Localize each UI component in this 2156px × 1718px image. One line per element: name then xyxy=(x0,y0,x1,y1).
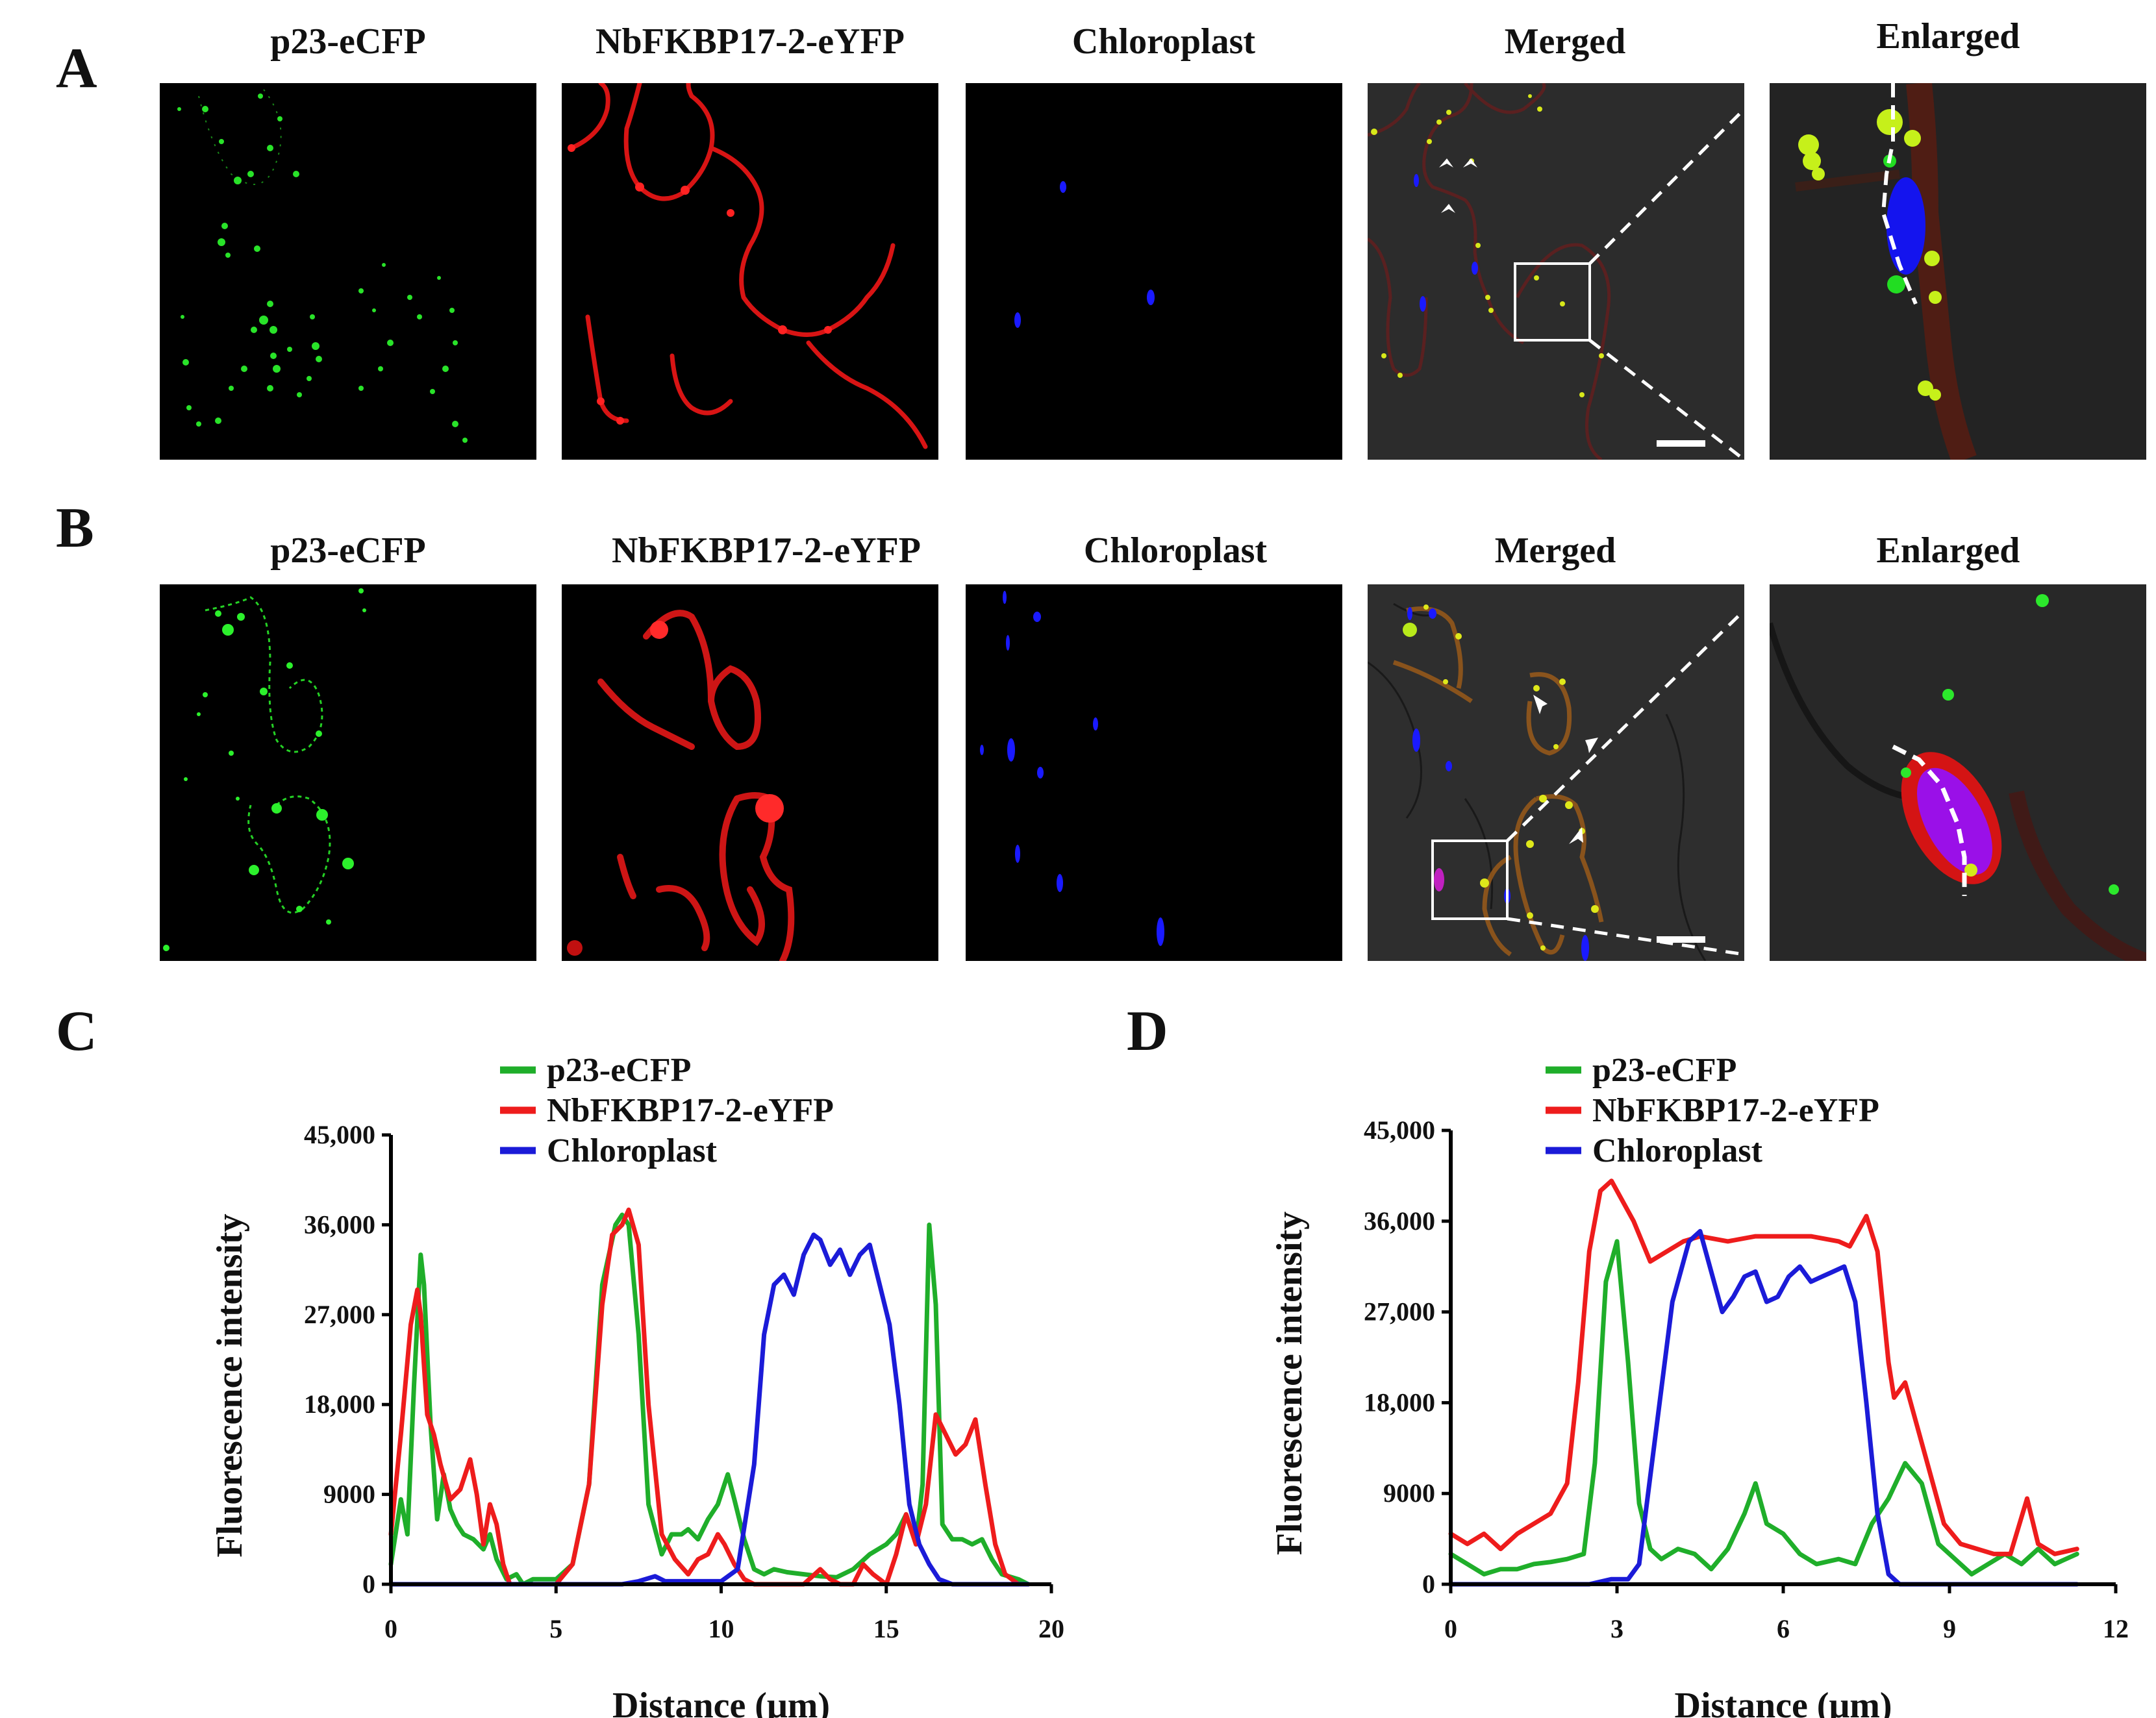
series-line-p23-ecfp xyxy=(1448,1239,2079,1576)
row-b-title-nbfkbp: NbFKBP17-2-eYFP xyxy=(612,530,921,571)
chart-d: 0 9000 18,000 27,000 36,000 45,000 0 3 6 9 12 Dista… xyxy=(1104,1013,2156,1718)
row-a-enlarged-image xyxy=(1770,83,2146,460)
y-tick-label: 0 xyxy=(362,1569,375,1599)
enlarged-image xyxy=(1770,584,2146,961)
row-b-enlarged-image xyxy=(1770,584,2146,961)
row-a-nbfkbp-eyfp-image xyxy=(562,83,938,460)
x-tick-label: 5 xyxy=(549,1614,562,1643)
y-axis-title: Fluorescence intensity xyxy=(210,1214,250,1557)
line-profile-path xyxy=(1892,744,1967,896)
row-a-chloroplast-image xyxy=(966,83,1342,460)
y-tick-label: 27,000 xyxy=(304,1300,375,1329)
row-b-merged-image xyxy=(1368,584,1744,961)
series-line-nbfkbp17-2-eyfp xyxy=(388,1207,1021,1587)
arrowhead-icons xyxy=(1439,158,1477,213)
series-line-p23-ecfp xyxy=(388,1212,1031,1587)
axes: 0 9000 18,000 27,000 36,000 45,000 0 5 10 15 20 xyxy=(304,1120,1064,1643)
merged-image xyxy=(1368,83,1744,460)
legend-label: Chloroplast xyxy=(1592,1132,1763,1169)
line-chart-c: 0 9000 18,000 27,000 36,000 45,000 0 5 10 15 20 Dis… xyxy=(210,1052,1064,1718)
row-a-title-merged: Merged xyxy=(1504,21,1626,62)
enlarged-image xyxy=(1770,83,2146,460)
green-fluorescence-image xyxy=(163,588,366,951)
row-a-title-nbfkbp: NbFKBP17-2-eYFP xyxy=(595,21,905,62)
zoom-guide-line-top xyxy=(1506,609,1744,842)
merged-image xyxy=(1368,584,1744,961)
panel-label-b: B xyxy=(56,497,94,560)
y-tick-label: 45,000 xyxy=(1364,1115,1435,1145)
y-axis-title: Fluorescence intensity xyxy=(1270,1212,1310,1555)
x-axis-title: Distance (μm) xyxy=(1675,1686,1892,1718)
row-b-nbfkbp-eyfp-image xyxy=(562,584,938,961)
legend-label: p23-eCFP xyxy=(547,1052,691,1089)
row-b-title-merged: Merged xyxy=(1494,530,1616,571)
legend-label: p23-eCFP xyxy=(1592,1052,1736,1089)
y-tick-label: 36,000 xyxy=(1364,1206,1435,1236)
chart-c: 0 9000 18,000 27,000 36,000 45,000 0 5 10 15 20 Dis… xyxy=(0,1013,1104,1718)
legend-label: NbFKBP17-2-eYFP xyxy=(1592,1092,1879,1129)
x-tick-label: 9 xyxy=(1943,1614,1956,1643)
row-b-chloroplast-image xyxy=(966,584,1342,961)
line-chart-d: 0 9000 18,000 27,000 36,000 45,000 0 3 6 9 12 Dista… xyxy=(1270,1052,2129,1718)
y-tick-label: 18,000 xyxy=(1364,1388,1435,1417)
row-b-title-chloroplast: Chloroplast xyxy=(1083,530,1268,571)
y-tick-label: 27,000 xyxy=(1364,1297,1435,1326)
zoom-guide-line-top xyxy=(1588,108,1744,265)
x-tick-label: 6 xyxy=(1777,1614,1790,1643)
legend-label: NbFKBP17-2-eYFP xyxy=(547,1092,834,1129)
zoom-region-box xyxy=(1514,262,1591,342)
y-tick-label: 18,000 xyxy=(304,1389,375,1419)
legend-label: Chloroplast xyxy=(547,1132,718,1169)
x-tick-label: 20 xyxy=(1038,1614,1064,1643)
y-tick-label: 9000 xyxy=(1383,1478,1435,1508)
red-fluorescence-image xyxy=(567,610,795,961)
y-tick-label: 0 xyxy=(1422,1569,1435,1599)
x-tick-label: 3 xyxy=(1611,1614,1623,1643)
row-a-merged-image xyxy=(1368,83,1744,460)
zoom-guide-line-bottom xyxy=(1588,339,1744,460)
row-a-title-chloroplast: Chloroplast xyxy=(1072,21,1256,62)
series-line-nbfkbp17-2-eyfp xyxy=(1448,1178,2079,1556)
row-a-title-enlarged: Enlarged xyxy=(1876,16,2020,56)
panel-label-c: C xyxy=(56,1000,97,1063)
blue-fluorescence-image xyxy=(980,591,1164,946)
x-tick-label: 0 xyxy=(1444,1614,1457,1643)
blue-fluorescence-image xyxy=(1014,181,1155,328)
green-fluorescence-image xyxy=(177,89,468,443)
line-profile-path xyxy=(1881,83,1918,305)
arrowhead-icons xyxy=(1533,695,1598,844)
row-a-title-p23: p23-eCFP xyxy=(270,21,426,62)
x-tick-label: 12 xyxy=(2103,1614,2129,1643)
y-tick-label: 36,000 xyxy=(304,1210,375,1239)
x-tick-label: 15 xyxy=(873,1614,899,1643)
series-line-chloroplast xyxy=(1448,1228,2079,1587)
row-a-p23-ecfp-image xyxy=(160,83,536,460)
scale-bar xyxy=(1657,440,1705,447)
series-line-chloroplast xyxy=(388,1232,1031,1587)
row-b-p23-ecfp-image xyxy=(160,584,536,961)
zoom-region-box xyxy=(1431,840,1509,920)
y-tick-label: 45,000 xyxy=(304,1120,375,1149)
x-axis-title: Distance (μm) xyxy=(612,1686,830,1718)
panel-label-d: D xyxy=(1127,1000,1168,1063)
panel-label-a: A xyxy=(56,37,97,100)
x-tick-label: 10 xyxy=(708,1614,734,1643)
scale-bar xyxy=(1657,936,1705,943)
row-b-title-enlarged: Enlarged xyxy=(1876,530,2020,571)
axes: 0 9000 18,000 27,000 36,000 45,000 0 3 6 9 12 xyxy=(1364,1115,2129,1643)
y-tick-label: 9000 xyxy=(323,1480,375,1509)
zoom-guide-line-bottom xyxy=(1507,917,1744,956)
row-b-title-p23: p23-eCFP xyxy=(270,530,426,571)
red-fluorescence-image xyxy=(568,83,928,449)
x-tick-label: 0 xyxy=(384,1614,397,1643)
